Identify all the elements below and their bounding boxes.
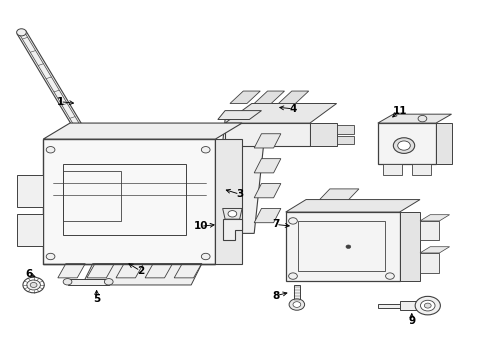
Polygon shape	[17, 214, 43, 246]
Polygon shape	[285, 212, 399, 282]
Text: 8: 8	[272, 291, 279, 301]
Polygon shape	[419, 215, 448, 221]
Polygon shape	[17, 175, 43, 207]
Circle shape	[414, 296, 440, 315]
Polygon shape	[411, 164, 430, 175]
Polygon shape	[67, 279, 108, 285]
Circle shape	[288, 218, 297, 224]
Circle shape	[397, 141, 409, 150]
Polygon shape	[419, 247, 448, 253]
Polygon shape	[43, 123, 242, 139]
Circle shape	[27, 280, 41, 290]
Polygon shape	[58, 264, 85, 278]
Polygon shape	[213, 120, 266, 233]
Polygon shape	[174, 264, 201, 278]
Polygon shape	[229, 91, 260, 103]
Circle shape	[292, 302, 300, 307]
Text: 7: 7	[272, 220, 279, 229]
Text: 10: 10	[193, 221, 208, 231]
Polygon shape	[254, 184, 280, 198]
Polygon shape	[87, 264, 114, 278]
Text: 6: 6	[25, 269, 32, 279]
Polygon shape	[217, 111, 261, 120]
Circle shape	[46, 147, 55, 153]
Polygon shape	[224, 123, 309, 146]
Text: 1: 1	[57, 97, 64, 107]
Circle shape	[201, 147, 210, 153]
Polygon shape	[224, 103, 336, 123]
Polygon shape	[116, 264, 143, 278]
Circle shape	[288, 273, 297, 279]
Circle shape	[345, 245, 350, 248]
Circle shape	[424, 303, 430, 308]
Bar	[62, 164, 186, 235]
Polygon shape	[285, 199, 419, 212]
Polygon shape	[399, 212, 419, 282]
Polygon shape	[336, 125, 353, 134]
Polygon shape	[336, 135, 353, 144]
Text: 11: 11	[391, 105, 406, 116]
Polygon shape	[309, 123, 336, 146]
Circle shape	[288, 299, 304, 310]
Polygon shape	[254, 134, 280, 148]
Polygon shape	[254, 91, 284, 103]
Polygon shape	[377, 123, 435, 164]
Circle shape	[201, 253, 210, 260]
Circle shape	[46, 253, 55, 260]
Polygon shape	[382, 164, 401, 175]
Polygon shape	[377, 304, 399, 308]
Polygon shape	[43, 139, 215, 264]
Circle shape	[17, 29, 26, 36]
Text: 3: 3	[236, 189, 243, 199]
Polygon shape	[254, 159, 280, 173]
Polygon shape	[17, 31, 96, 151]
Circle shape	[63, 279, 72, 285]
Polygon shape	[293, 285, 299, 305]
Text: 9: 9	[407, 316, 414, 325]
Text: 5: 5	[93, 294, 100, 304]
Polygon shape	[399, 301, 416, 310]
Text: 2: 2	[136, 266, 143, 276]
Text: 4: 4	[289, 104, 296, 114]
Polygon shape	[419, 253, 439, 273]
Polygon shape	[222, 208, 242, 219]
Circle shape	[420, 300, 434, 311]
Bar	[297, 221, 385, 271]
Polygon shape	[254, 208, 280, 223]
Polygon shape	[419, 221, 439, 240]
Circle shape	[30, 283, 37, 288]
Circle shape	[385, 273, 393, 279]
Polygon shape	[319, 189, 358, 199]
Circle shape	[392, 138, 414, 153]
Polygon shape	[145, 264, 172, 278]
Polygon shape	[435, 123, 450, 164]
Polygon shape	[278, 91, 308, 103]
Polygon shape	[222, 219, 242, 240]
Polygon shape	[215, 139, 242, 264]
Circle shape	[104, 279, 113, 285]
Bar	[62, 171, 121, 221]
Polygon shape	[377, 114, 450, 123]
Polygon shape	[82, 264, 202, 285]
Circle shape	[227, 211, 236, 217]
Circle shape	[417, 116, 426, 122]
Circle shape	[23, 277, 44, 293]
